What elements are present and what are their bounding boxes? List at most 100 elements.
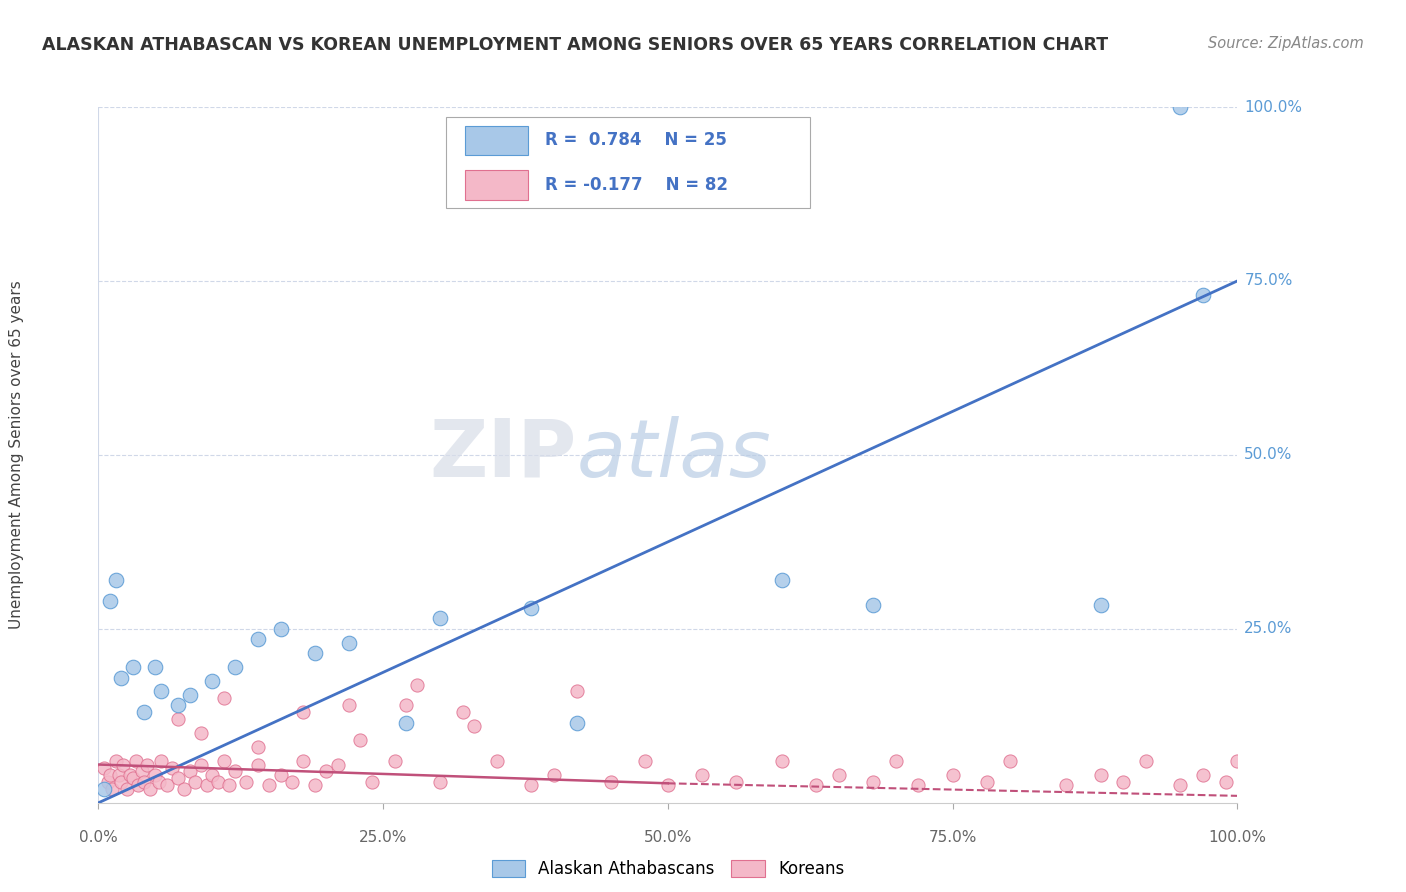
Point <box>281 775 304 789</box>
Point <box>120 768 142 782</box>
Point <box>998 754 1021 768</box>
Point <box>121 660 143 674</box>
Point <box>349 733 371 747</box>
Point <box>1226 754 1249 768</box>
Point <box>360 775 382 789</box>
Point <box>98 768 121 782</box>
Point <box>451 706 474 720</box>
Point <box>179 764 201 779</box>
Text: 50.0%: 50.0% <box>644 830 692 845</box>
Point <box>1054 778 1078 792</box>
Point <box>104 754 127 768</box>
Text: 100.0%: 100.0% <box>1208 830 1267 845</box>
Point <box>184 775 207 789</box>
Point <box>804 778 827 792</box>
Point <box>1215 775 1237 789</box>
Text: ZIP: ZIP <box>429 416 576 494</box>
Text: 50.0%: 50.0% <box>1244 448 1292 462</box>
Point <box>315 764 337 779</box>
Point <box>565 684 588 698</box>
Legend: Alaskan Athabascans, Koreans: Alaskan Athabascans, Koreans <box>485 854 851 885</box>
Point <box>1170 100 1192 114</box>
Point <box>942 768 965 782</box>
Point <box>224 660 246 674</box>
Point <box>770 573 793 587</box>
Point <box>167 772 190 786</box>
Point <box>167 698 190 713</box>
Point <box>1192 768 1215 782</box>
Point <box>218 778 240 792</box>
Point <box>179 688 201 702</box>
Point <box>235 775 257 789</box>
Point <box>907 778 929 792</box>
Point <box>292 706 315 720</box>
Point <box>384 754 406 768</box>
Point <box>207 775 229 789</box>
Point <box>104 573 127 587</box>
Point <box>884 754 907 768</box>
Text: Source: ZipAtlas.com: Source: ZipAtlas.com <box>1208 36 1364 51</box>
Point <box>145 660 167 674</box>
Point <box>486 754 509 768</box>
Point <box>828 768 851 782</box>
Point <box>429 611 451 625</box>
Point <box>1090 598 1112 612</box>
Point <box>190 726 212 740</box>
Point <box>543 768 565 782</box>
Point <box>246 757 269 772</box>
Point <box>156 778 179 792</box>
Point <box>1112 775 1135 789</box>
Point <box>634 754 657 768</box>
Point <box>270 768 292 782</box>
Text: 100.0%: 100.0% <box>1244 100 1302 114</box>
Point <box>98 594 121 608</box>
Point <box>121 772 143 786</box>
Point <box>463 719 485 733</box>
Point <box>270 622 292 636</box>
Point <box>224 764 246 779</box>
Point <box>110 775 132 789</box>
Point <box>657 778 679 792</box>
FancyBboxPatch shape <box>446 118 810 208</box>
Point <box>125 754 148 768</box>
Text: 75.0%: 75.0% <box>928 830 977 845</box>
Point <box>246 632 269 647</box>
Point <box>862 598 884 612</box>
Point <box>337 636 360 650</box>
Point <box>162 761 184 775</box>
Bar <box>465 170 527 200</box>
Text: R = -0.177    N = 82: R = -0.177 N = 82 <box>546 176 728 194</box>
Point <box>326 757 349 772</box>
Point <box>190 757 212 772</box>
Point <box>292 754 315 768</box>
Point <box>101 781 124 796</box>
Point <box>406 677 429 691</box>
Point <box>1090 768 1112 782</box>
Text: atlas: atlas <box>576 416 772 494</box>
Text: ALASKAN ATHABASCAN VS KOREAN UNEMPLOYMENT AMONG SENIORS OVER 65 YEARS CORRELATIO: ALASKAN ATHABASCAN VS KOREAN UNEMPLOYMEN… <box>42 36 1108 54</box>
Point <box>725 775 748 789</box>
Point <box>150 754 173 768</box>
Point <box>565 715 588 730</box>
Point <box>1135 754 1157 768</box>
Point <box>96 775 118 789</box>
Text: 0.0%: 0.0% <box>79 830 118 845</box>
Point <box>770 754 793 768</box>
Point <box>93 781 115 796</box>
Point <box>131 764 153 779</box>
Point <box>304 646 326 660</box>
Point <box>304 778 326 792</box>
Point <box>246 740 269 755</box>
Point <box>212 754 235 768</box>
Text: Unemployment Among Seniors over 65 years: Unemployment Among Seniors over 65 years <box>10 281 24 629</box>
Point <box>690 768 713 782</box>
Point <box>132 706 155 720</box>
Point <box>93 761 115 775</box>
Point <box>862 775 884 789</box>
Point <box>115 781 138 796</box>
Text: 25.0%: 25.0% <box>1244 622 1292 636</box>
Point <box>976 775 998 789</box>
Point <box>167 712 190 726</box>
Point <box>127 778 149 792</box>
Point <box>429 775 451 789</box>
